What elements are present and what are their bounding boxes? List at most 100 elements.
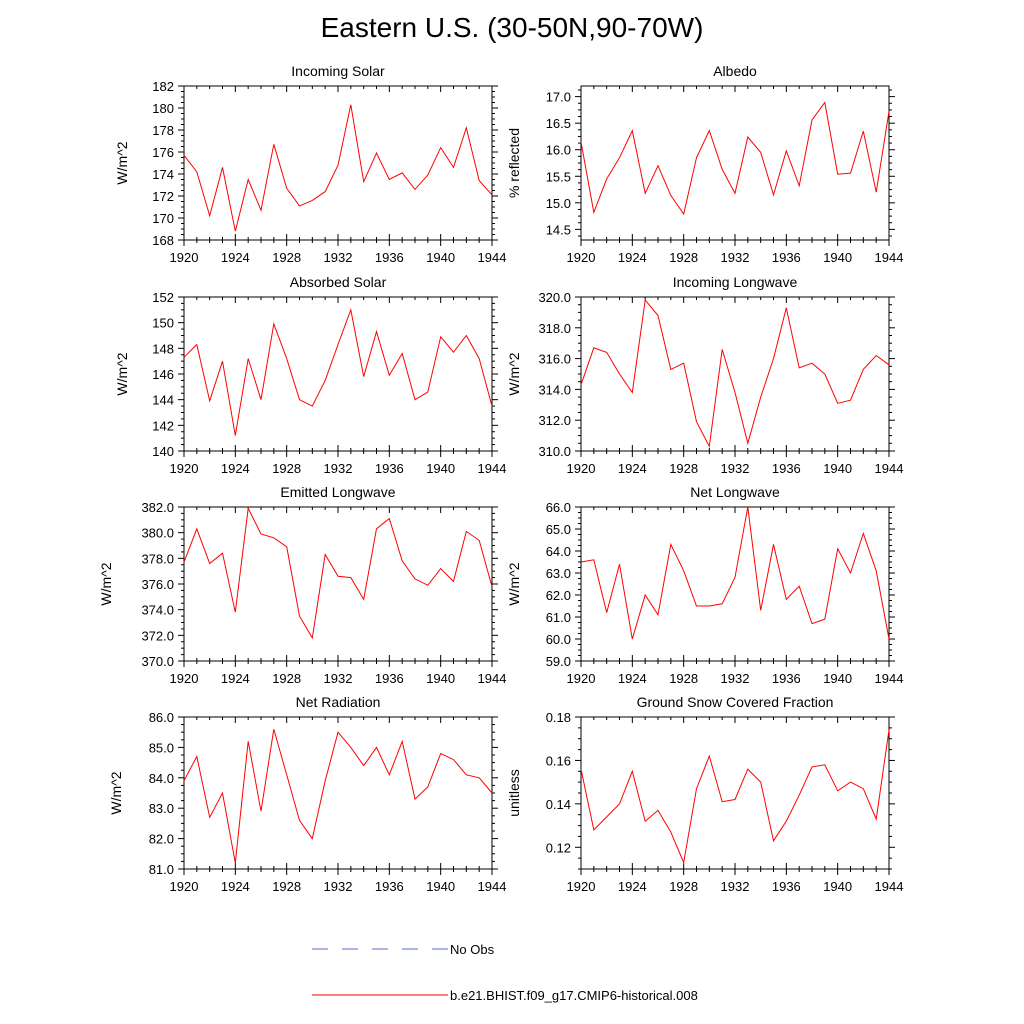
data-point — [453, 759, 455, 761]
data-point — [760, 396, 762, 398]
data-point — [734, 392, 736, 394]
data-point — [721, 169, 723, 171]
data-point — [683, 862, 685, 864]
y-tick-label: 310.0 — [538, 444, 571, 459]
y-tick-label: 140 — [152, 444, 174, 459]
x-tick-label: 1924 — [618, 879, 647, 894]
panel-title: Albedo — [713, 63, 757, 79]
data-point — [363, 376, 365, 378]
data-point — [606, 352, 608, 354]
data-point — [312, 405, 314, 407]
y-axis-label: W/m^2 — [114, 141, 130, 184]
data-point — [811, 119, 813, 121]
x-tick-label: 1920 — [170, 671, 199, 686]
y-tick-label: 320.0 — [538, 290, 571, 305]
x-tick-label: 1928 — [272, 879, 301, 894]
data-point — [606, 612, 608, 614]
data-point — [747, 443, 749, 445]
y-axis-label: W/m^2 — [506, 352, 522, 395]
y-tick-label: 83.0 — [149, 801, 174, 816]
data-point — [440, 336, 442, 338]
data-point — [721, 349, 723, 351]
data-point — [247, 179, 249, 181]
y-tick-label: 176 — [152, 145, 174, 160]
data-point — [850, 172, 852, 174]
data-point — [299, 820, 301, 822]
data-point — [376, 152, 378, 154]
data-point — [222, 552, 224, 554]
data-point — [657, 165, 659, 167]
y-tick-label: 152 — [152, 290, 174, 305]
data-point — [747, 768, 749, 770]
data-point — [863, 788, 865, 790]
data-point — [478, 777, 480, 779]
x-tick-label: 1920 — [170, 250, 199, 265]
data-point — [324, 780, 326, 782]
x-tick-label: 1928 — [272, 250, 301, 265]
data-point — [247, 741, 249, 743]
legend-model-label: b.e21.BHIST.f09_g17.CMIP6-historical.008 — [450, 988, 698, 1003]
data-point — [837, 790, 839, 792]
data-point — [709, 755, 711, 757]
data-point — [260, 399, 262, 401]
panel-title: Emitted Longwave — [280, 484, 395, 500]
y-tick-label: 0.18 — [546, 710, 571, 725]
data-point — [286, 774, 288, 776]
data-point — [798, 367, 800, 369]
plot-frame — [580, 716, 890, 870]
data-point — [837, 548, 839, 550]
data-point — [389, 179, 391, 181]
x-tick-label: 1924 — [618, 671, 647, 686]
y-tick-label: 174 — [152, 167, 174, 182]
y-tick-label: 62.0 — [546, 588, 571, 603]
data-point — [401, 353, 403, 355]
data-point — [183, 561, 185, 563]
data-point — [337, 344, 339, 346]
x-tick-label: 1932 — [324, 879, 353, 894]
y-tick-label: 65.0 — [546, 522, 571, 537]
x-tick-label: 1936 — [772, 250, 801, 265]
x-tick-label: 1940 — [426, 461, 455, 476]
data-point — [863, 533, 865, 535]
data-point — [875, 570, 877, 572]
x-tick-label: 1932 — [324, 461, 353, 476]
x-tick-label: 1940 — [823, 671, 852, 686]
data-point — [644, 594, 646, 596]
y-tick-label: 16.5 — [546, 116, 571, 131]
x-tick-label: 1924 — [221, 879, 250, 894]
data-point — [324, 380, 326, 382]
y-tick-label: 382.0 — [141, 500, 174, 515]
y-tick-label: 312.0 — [538, 413, 571, 428]
panel-albedo: 1920 1924 1928 1932 1936 1940 1944 14.5 15.0 15.5… — [506, 63, 903, 265]
y-tick-label: 178 — [152, 123, 174, 138]
y-tick-label: 0.14 — [546, 797, 571, 812]
data-point — [440, 147, 442, 149]
data-point — [683, 362, 685, 364]
data-point — [235, 435, 237, 437]
y-tick-label: 172 — [152, 189, 174, 204]
data-point — [324, 191, 326, 193]
plot-frame — [580, 506, 890, 662]
x-tick-label: 1944 — [875, 671, 904, 686]
data-point — [337, 576, 339, 578]
data-point — [440, 568, 442, 570]
x-tick-label: 1936 — [375, 671, 404, 686]
data-point — [773, 194, 775, 196]
data-point — [593, 559, 595, 561]
y-tick-label: 14.5 — [546, 222, 571, 237]
panel-net-longwave: 1920 1924 1928 1932 1936 1940 1944 59.0 60.0 61.0… — [506, 484, 903, 686]
data-point — [760, 610, 762, 612]
x-tick-label: 1936 — [772, 671, 801, 686]
plot-frame — [580, 85, 890, 241]
data-point — [350, 309, 352, 311]
data-point — [786, 150, 788, 152]
data-point — [811, 362, 813, 364]
data-point — [824, 102, 826, 104]
data-point — [466, 774, 468, 776]
data-point — [798, 585, 800, 587]
data-point — [440, 753, 442, 755]
data-point — [235, 862, 237, 864]
x-tick-label: 1932 — [324, 250, 353, 265]
series-line — [183, 307, 493, 436]
data-point — [350, 577, 352, 579]
